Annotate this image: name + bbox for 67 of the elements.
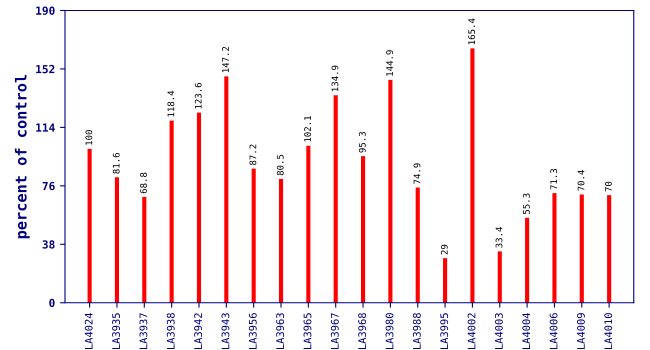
x-tick-label: LA3995	[440, 313, 448, 350]
data-label: 70	[604, 182, 612, 192]
x-tick-label: LA4004	[522, 312, 530, 350]
x-tick-label: LA4002	[468, 313, 476, 350]
x-tick-label: LA3963	[276, 313, 284, 350]
bar	[142, 196, 146, 303]
x-tick-label: LA3965	[304, 313, 312, 350]
data-label: 70.4	[578, 170, 584, 191]
data-label: 144.9	[386, 50, 394, 76]
bar	[306, 146, 310, 303]
x-tick-label: LA3956	[248, 313, 257, 350]
data-label: 102.1	[304, 116, 312, 142]
bar	[470, 48, 474, 303]
x-tick-label: LA4006	[550, 313, 558, 350]
x-tick-label: LA3967	[330, 313, 339, 350]
data-label: 33.4	[496, 226, 502, 248]
bar	[114, 177, 120, 303]
x-tick-label: LA3980	[386, 313, 394, 350]
data-label: 71.3	[550, 168, 558, 190]
y-axis-title: percent of control	[14, 74, 30, 238]
x-tick-label: LA3938	[166, 313, 175, 350]
data-label: 118.4	[167, 90, 174, 116]
bar	[443, 258, 448, 303]
bar	[388, 80, 392, 303]
x-tick-label: LA4024	[84, 312, 93, 350]
y-tick-label: 0	[49, 298, 55, 308]
x-tick-label: LA3943	[222, 313, 230, 350]
bar	[552, 193, 557, 303]
x-tick-label: LA3968	[358, 313, 366, 350]
y-tick-label: 76	[42, 182, 55, 190]
bar	[607, 195, 612, 303]
bar	[416, 188, 420, 303]
data-label: 165.4	[468, 18, 476, 44]
data-label: 87.2	[249, 144, 256, 165]
data-label: 100	[85, 130, 92, 145]
data-label: 74.9	[414, 163, 420, 184]
x-tick-label: LA3942	[194, 313, 202, 350]
y-tick-label: 152	[36, 64, 54, 74]
bar	[196, 112, 202, 303]
bar	[498, 251, 502, 303]
bar	[525, 218, 530, 303]
bar	[88, 148, 92, 303]
bar	[252, 168, 256, 303]
data-label: 80.5	[276, 154, 284, 176]
x-tick-label: LA3988	[412, 313, 421, 350]
x-tick-label: LA4009	[576, 313, 585, 350]
data-label: 123.6	[194, 82, 202, 108]
data-label: 95.3	[358, 132, 366, 153]
x-tick-label: LA4003	[494, 313, 503, 350]
data-label: 29	[440, 244, 448, 254]
bar	[334, 95, 338, 303]
bar	[580, 194, 584, 303]
data-label: 81.6	[112, 153, 120, 174]
x-tick-label: LA4010	[604, 313, 612, 350]
y-tick-label: 114	[36, 124, 55, 132]
bar	[360, 156, 366, 303]
y-tick-label: 190	[36, 6, 55, 15]
bar	[170, 120, 174, 303]
bar	[278, 178, 284, 303]
data-label: 147.2	[222, 46, 229, 72]
bar	[224, 76, 228, 303]
data-label: 134.9	[332, 66, 338, 92]
x-tick-label: LA3937	[139, 313, 148, 350]
y-tick-label: 38	[42, 240, 55, 249]
data-label: 68.8	[140, 172, 147, 194]
data-label: 55.3	[522, 194, 530, 214]
x-tick-label: LA3935	[112, 313, 120, 350]
